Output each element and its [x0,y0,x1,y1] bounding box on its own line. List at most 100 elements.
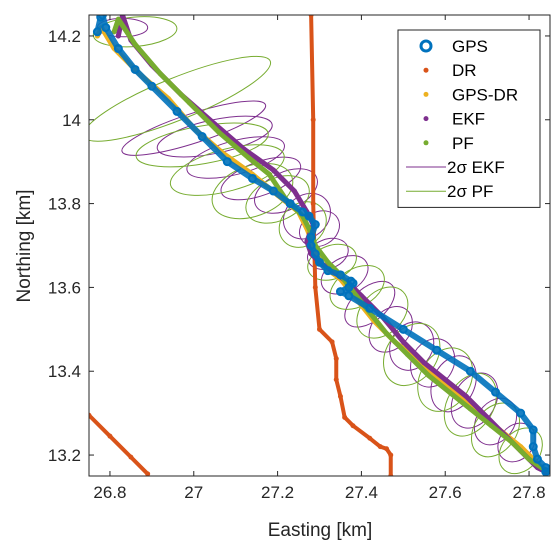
dr-point [377,444,383,450]
gps-point [516,408,526,418]
2sigma-pf-ellipse-2 [135,122,269,168]
dr-point [107,433,113,439]
legend-item-gps-dr: GPS-DR [423,85,518,104]
gps-point [306,241,316,250]
legend-item-gps-marker [419,39,433,53]
gps-point [315,257,324,267]
legend-item-dr-marker [423,67,429,73]
gps-point [344,282,354,292]
ekf-point [291,188,297,194]
pf-point [115,16,121,22]
pf-point [425,372,431,378]
dr-point [310,201,316,207]
gps-point [323,266,333,276]
track-layer [89,15,550,476]
legend-item-gps-label: GPS [452,37,488,56]
2sigma-pf-ellipse-1 [89,55,272,142]
gps-point [130,64,140,74]
y-tick-label: 13.4 [48,362,81,381]
gps-point [304,211,314,221]
ekf-point [442,377,448,383]
y-tick-label: 13.6 [48,278,81,297]
pf-point [111,29,117,35]
pf-point [157,71,163,77]
gps-track [94,15,549,475]
gps-point [310,220,320,230]
tick-layer: 26.8 27 27.2 27.4 27.6 27.8 13.2 13.4 13.6 13.8 14… [48,15,550,502]
legend-item-pf: PF [423,134,474,153]
gps-point [398,324,408,334]
dr-point [308,15,314,18]
y-tick-label: 13.8 [48,195,81,214]
legend-item-ekf: EKF [423,110,485,129]
x-axis-label: Easting [km] [268,520,373,541]
gps-point [306,232,316,242]
gps-point [92,27,102,37]
dr-point [333,356,339,362]
pf-point [245,154,251,160]
gps-point [335,270,345,280]
x-tick-label: 27.6 [429,483,462,502]
legend-item-dr-label: DR [452,61,477,80]
dr-point [388,473,394,476]
legend-item-gps: GPS [419,37,488,56]
legend-item-dr: DR [423,61,477,80]
dr-point [89,412,92,418]
gps-point [491,387,501,397]
dr-track-1 [89,413,150,476]
y-tick-label: 14 [62,111,81,130]
gps-point [268,186,278,196]
dr-point [384,446,390,452]
gps-point [541,463,550,473]
gps-point [528,425,538,435]
x-tick-label: 27.4 [345,483,378,502]
gps-point [197,132,207,142]
legend-item-ekf-marker [423,116,429,122]
2sigma-pf-ellipse-4 [211,162,294,220]
y-tick-label: 14.2 [48,27,81,46]
legend-item-gps-dr-label: GPS-DR [452,85,518,104]
legend-box [397,29,541,208]
y-tick-label: 13.2 [48,446,81,465]
legend-item-gps-dr-marker [423,91,429,97]
gps-point [541,467,550,476]
gps-point [298,207,308,217]
gps-point [147,81,157,91]
x-tick-label: 27.8 [512,483,545,502]
pf-point [509,439,515,445]
gps-point [101,23,111,33]
ekf-point [120,15,126,18]
x-tick-label: 27.2 [261,483,294,502]
pf-point [266,171,272,177]
legend-item-ekf-label: EKF [452,110,485,129]
gps-point [285,199,295,209]
gps-point [528,442,538,452]
gps-point [344,291,354,301]
legend-item-pf-marker [423,140,429,146]
dr-point [317,326,322,332]
dr-point [310,117,316,123]
x-tick-label: 26.8 [93,483,126,502]
ekf-point [270,167,276,173]
pf-point [467,406,473,412]
legend-item-2sigma-ekf: 2σ EKF [406,158,505,177]
2sigma-pf-ellipse-5 [245,175,310,224]
gps-point [465,366,475,376]
dr-point [388,452,394,458]
pf-track [111,16,550,475]
gps-point [310,249,320,259]
ekf-point [115,33,121,39]
legend-item-2sigma-ekf-label: 2σ EKF [447,158,505,177]
2sigma-ekf-ellipse-1 [121,100,267,156]
legend: GPS DR GPS-DR EKF PF 2σ EKF 2σ PF [397,29,541,208]
pf-point [216,129,222,135]
x-tick-label: 27 [184,483,203,502]
dr-point [367,435,373,441]
dr-point [329,339,335,345]
gps-point [113,44,123,54]
plot-frame [88,14,551,477]
gps-point [97,15,107,20]
ekf-point [400,339,406,345]
pf-point [526,456,532,462]
